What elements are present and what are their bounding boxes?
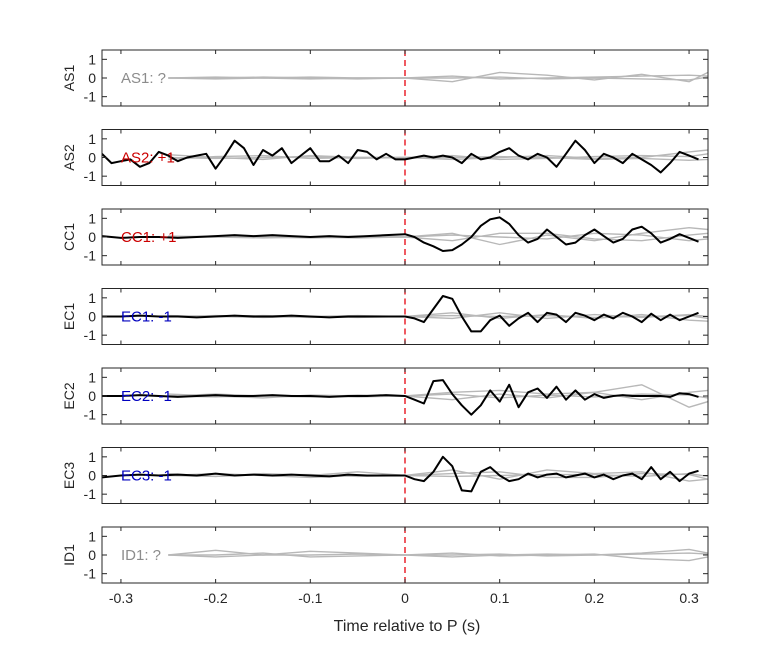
x-axis-label: Time relative to P (s) (334, 618, 481, 635)
polarity-label-ec1: EC1: -1 (121, 309, 172, 326)
waveform-trace-ec2 (102, 379, 699, 416)
polarity-label-as2: AS2: +1 (121, 150, 175, 167)
panel-ec1: -1 0 1 EC1 EC1: -1 (61, 288, 709, 345)
y-tick-label: 1 (88, 210, 96, 226)
background-trace-ec2-1 (168, 384, 708, 408)
waveform-trace-ec3 (102, 455, 699, 493)
x-axis: -0.3 -0.2 -0.1 0 0.1 0.2 0.3 (109, 590, 699, 606)
station-name-as2: AS2 (61, 144, 77, 171)
x-tick-label: -0.3 (109, 590, 133, 606)
background-trace-id1-3 (168, 552, 708, 558)
y-tick-label: 0 (88, 388, 96, 404)
station-name-as1: AS1 (61, 65, 77, 92)
y-tick-label: -1 (84, 407, 97, 423)
x-tick-label: 0 (401, 590, 409, 606)
y-tick-label: -1 (84, 327, 97, 343)
y-tick-label: 1 (88, 528, 96, 544)
polarity-label-cc1: CC1: +1 (121, 229, 176, 246)
panel-as2: -1 0 1 AS2 AS2: +1 (61, 129, 709, 186)
background-trace-id1-2 (168, 552, 708, 562)
background-trace-cc1-2 (168, 232, 708, 242)
panel-id1: -1 0 1 ID1 ID1: ? (61, 526, 709, 584)
waveform-trace-ec1 (102, 295, 699, 333)
y-tick-label: -1 (84, 89, 97, 105)
station-name-id1: ID1 (61, 544, 77, 566)
waveform-trace-cc1 (102, 216, 699, 252)
x-tick-label: -0.2 (204, 590, 228, 606)
station-name-ec2: EC2 (61, 382, 77, 409)
background-trace-as2-2 (168, 153, 708, 161)
polarity-label-id1: ID1: ? (121, 547, 161, 564)
y-tick-label: 0 (88, 229, 96, 245)
panel-cc1: -1 0 1 CC1 CC1: +1 (61, 208, 709, 266)
y-tick-label: -1 (84, 566, 97, 582)
y-tick-label: -1 (84, 248, 97, 264)
polarity-label-as1: AS1: ? (121, 70, 166, 87)
y-tick-label: 0 (88, 547, 96, 563)
x-tick-label: -0.1 (298, 590, 322, 606)
y-tick-label: 0 (88, 468, 96, 484)
panel-ec3: -1 0 1 EC3 EC3: -1 (61, 447, 709, 504)
station-name-ec3: EC3 (61, 462, 77, 489)
y-tick-label: 0 (88, 70, 96, 86)
y-tick-label: 1 (88, 449, 96, 465)
station-name-ec1: EC1 (61, 303, 77, 330)
panels-group: -1 0 1 AS1 AS1: ? -1 0 1 AS2 AS2: +1 -1 0 1 CC1 CC1: +… (61, 49, 709, 584)
y-tick-label: 1 (88, 51, 96, 67)
background-trace-as1-3 (168, 76, 708, 81)
y-tick-label: 1 (88, 131, 96, 147)
y-tick-label: -1 (84, 486, 97, 502)
y-tick-label: 0 (88, 150, 96, 166)
background-trace-ec3-1 (168, 469, 708, 482)
y-tick-label: 0 (88, 309, 96, 325)
background-trace-as2-1 (168, 149, 708, 161)
polarity-label-ec2: EC2: -1 (121, 388, 172, 405)
y-tick-label: 1 (88, 369, 96, 385)
polarity-label-ec3: EC3: -1 (121, 468, 172, 485)
panel-ec2: -1 0 1 EC2 EC2: -1 (61, 367, 709, 425)
panel-as1: -1 0 1 AS1 AS1: ? (61, 49, 709, 107)
x-tick-label: 0.3 (679, 590, 699, 606)
x-tick-label: 0.1 (490, 590, 510, 606)
background-trace-as1-2 (168, 74, 708, 80)
station-name-cc1: CC1 (61, 223, 77, 251)
y-tick-label: 1 (88, 290, 96, 306)
waveform-trace-as2 (102, 139, 699, 174)
background-trace-cc1-1 (168, 226, 708, 246)
y-tick-label: -1 (84, 168, 97, 184)
x-tick-label: 0.2 (585, 590, 605, 606)
